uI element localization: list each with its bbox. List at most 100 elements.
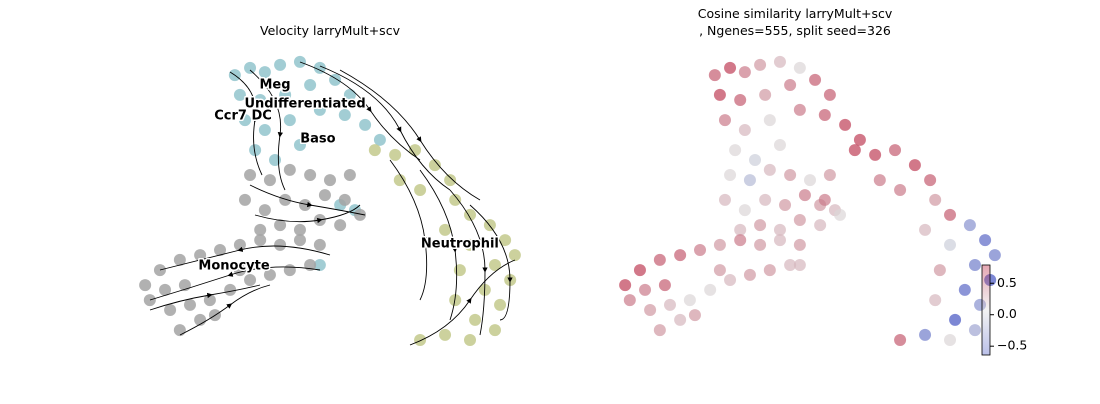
colorbar: [981, 264, 991, 356]
point: [318, 189, 331, 202]
point: [153, 264, 166, 277]
point: [988, 249, 1001, 262]
point: [334, 219, 347, 232]
point: [324, 174, 336, 187]
point: [738, 204, 751, 217]
point: [499, 234, 512, 247]
point: [338, 193, 351, 206]
point: [968, 324, 981, 337]
point: [674, 313, 687, 326]
point: [283, 114, 296, 127]
point: [708, 69, 721, 82]
point: [784, 169, 797, 181]
point: [773, 223, 786, 236]
point: [773, 234, 786, 247]
point: [889, 144, 902, 157]
point: [743, 174, 756, 187]
point: [738, 124, 751, 136]
point: [869, 148, 882, 161]
point: [359, 118, 372, 131]
point: [793, 238, 806, 251]
point: [653, 324, 666, 337]
point: [233, 88, 246, 101]
point: [818, 193, 831, 206]
point: [143, 294, 156, 307]
point: [258, 124, 271, 136]
point: [818, 109, 831, 121]
point: [704, 283, 717, 296]
point: [738, 66, 751, 79]
point: [224, 283, 237, 296]
point: [274, 58, 287, 71]
point: [713, 88, 726, 101]
point: [313, 259, 326, 271]
point: [949, 313, 962, 326]
point: [238, 114, 251, 127]
point: [249, 144, 262, 157]
point: [279, 193, 292, 206]
point: [293, 223, 306, 236]
point: [244, 61, 257, 74]
point: [919, 328, 932, 341]
point: [639, 283, 652, 296]
point: [439, 328, 452, 341]
cosine-panel: [619, 55, 1001, 346]
colorbar-tick-label: 0.5: [997, 275, 1017, 290]
point: [749, 154, 762, 166]
point: [469, 313, 482, 326]
point: [488, 324, 501, 337]
point: [368, 144, 381, 157]
point: [763, 264, 776, 277]
point: [354, 208, 367, 221]
point: [944, 238, 957, 251]
point: [439, 223, 452, 236]
point: [313, 61, 326, 74]
colorbar-tick-label: 0.0: [997, 306, 1017, 321]
point: [944, 334, 957, 346]
point: [713, 264, 726, 277]
point: [784, 79, 797, 91]
point: [663, 298, 676, 311]
cluster-label: Undifferentiated: [244, 96, 365, 111]
point: [814, 219, 827, 232]
point: [784, 259, 797, 271]
point: [313, 238, 326, 251]
point: [773, 55, 786, 68]
point: [244, 169, 257, 181]
point: [754, 219, 767, 232]
point: [293, 139, 306, 151]
point: [734, 223, 747, 236]
point: [924, 174, 937, 187]
point: [238, 193, 251, 206]
point: [373, 133, 386, 146]
point: [623, 294, 636, 307]
point: [164, 304, 177, 316]
point: [393, 174, 406, 187]
point: [633, 264, 646, 277]
point: [779, 199, 792, 211]
point: [254, 234, 267, 247]
point: [968, 259, 981, 271]
point: [203, 294, 216, 307]
point: [428, 159, 441, 172]
point: [979, 234, 992, 247]
point: [293, 55, 306, 68]
point: [409, 144, 422, 157]
point: [494, 298, 507, 311]
point: [929, 193, 942, 206]
point: [718, 114, 731, 127]
point: [718, 193, 731, 206]
point: [453, 264, 466, 277]
point: [279, 88, 292, 101]
point: [958, 283, 971, 296]
point: [653, 253, 666, 266]
point: [313, 103, 326, 116]
point: [464, 238, 477, 251]
point: [444, 174, 457, 187]
point: [254, 94, 267, 106]
point: [754, 58, 767, 71]
point: [389, 148, 402, 161]
colorbar-tick-label: −0.5: [997, 338, 1027, 353]
